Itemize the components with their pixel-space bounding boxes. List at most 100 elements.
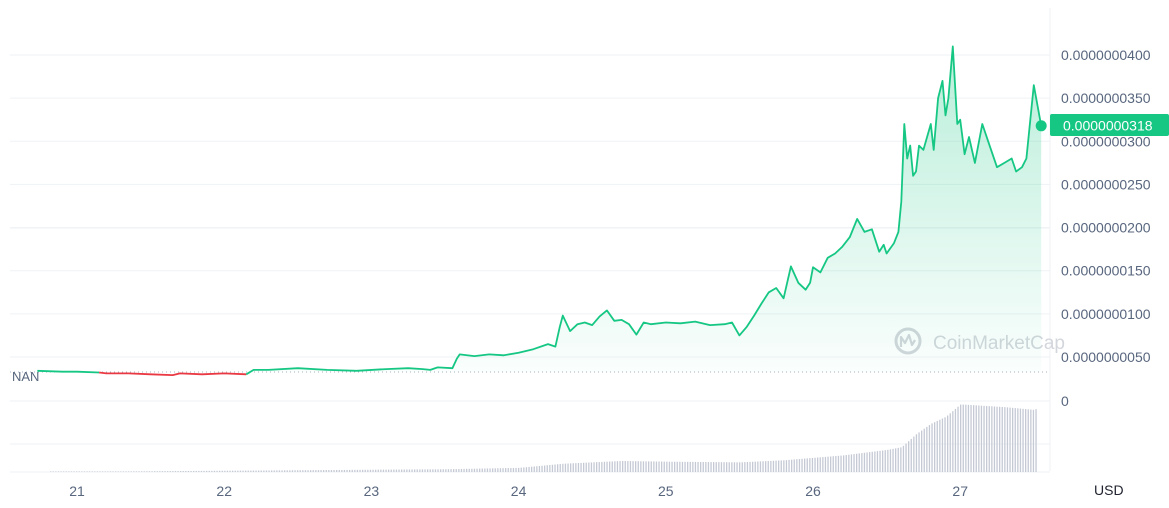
- volume-bar: [798, 459, 801, 472]
- volume-bar: [1014, 408, 1016, 472]
- volume-bar: [484, 468, 486, 472]
- volume-bar: [960, 404, 962, 472]
- volume-bar: [239, 470, 242, 472]
- volume-bar: [918, 432, 920, 472]
- volume-bar: [437, 469, 439, 472]
- volume-bar: [354, 469, 356, 472]
- volume-bar: [159, 471, 161, 472]
- volume-bar: [754, 461, 756, 472]
- y-tick-label: 0.0000000100: [1061, 306, 1151, 322]
- volume-bar: [806, 458, 808, 472]
- volume-bar: [351, 469, 353, 472]
- volume-bar: [783, 460, 785, 472]
- volume-bar: [601, 461, 603, 472]
- volume-bar: [406, 469, 408, 472]
- volume-bar: [710, 462, 712, 472]
- volume-bar: [648, 461, 650, 472]
- volume-bar: [1019, 408, 1022, 472]
- volume-bar: [684, 461, 686, 472]
- volume-bar: [674, 461, 676, 472]
- volume-bar: [494, 468, 496, 472]
- volume-bar: [94, 471, 96, 472]
- volume-bar: [819, 457, 821, 472]
- price-area: [37, 46, 1042, 373]
- volume-bar: [733, 462, 736, 472]
- volume-bar: [544, 465, 546, 472]
- volume-bar: [562, 463, 564, 472]
- volume-bar: [198, 470, 200, 472]
- volume-bar: [265, 470, 268, 472]
- volume-bar: [554, 464, 556, 472]
- volume-bar: [341, 469, 343, 472]
- volume-bar: [603, 461, 606, 472]
- volume-bar: [1022, 408, 1024, 472]
- volume-bar: [200, 470, 203, 472]
- volume-bar: [174, 471, 177, 472]
- volume-bar: [299, 470, 301, 472]
- volume-bar: [1025, 409, 1027, 472]
- volume-bar: [273, 470, 275, 472]
- volume-bar: [419, 469, 421, 472]
- volume-bar: [861, 453, 863, 472]
- volume-bar: [814, 457, 816, 472]
- volume-bar: [983, 405, 985, 472]
- volume-bar: [242, 470, 244, 472]
- volume-bar: [999, 406, 1001, 472]
- volume-bar: [830, 456, 832, 472]
- volume-bar: [263, 470, 265, 472]
- volume-bar: [702, 461, 704, 472]
- volume-bar: [767, 461, 769, 472]
- volume-bar: [546, 465, 548, 472]
- volume-bar: [416, 469, 418, 472]
- volume-bar: [169, 471, 171, 472]
- price-line-up-segment: [245, 45, 1043, 376]
- volume-bar: [1017, 408, 1019, 472]
- volume-bar: [466, 468, 468, 472]
- volume-bar: [978, 405, 980, 472]
- volume-bar: [161, 471, 164, 472]
- volume-bar: [671, 461, 673, 472]
- volume-bar: [616, 461, 619, 472]
- volume-bar: [941, 418, 944, 472]
- current-price-dot: [1035, 120, 1047, 132]
- volume-bar: [692, 461, 694, 472]
- volume-bar: [359, 469, 361, 472]
- volume-bar: [375, 469, 377, 472]
- volume-bar: [333, 469, 335, 472]
- volume-bar: [583, 462, 585, 472]
- volume-bar: [850, 454, 853, 472]
- y-tick-label: 0.0000000350: [1061, 90, 1151, 106]
- volume-bar: [512, 467, 515, 472]
- volume-bar: [367, 469, 369, 472]
- volume-bar: [1012, 407, 1014, 472]
- volume-bar: [973, 405, 975, 472]
- volume-bar: [320, 470, 322, 472]
- volume-bar: [593, 462, 595, 472]
- volume-bar: [343, 469, 346, 472]
- volume-bar: [395, 469, 398, 472]
- volume-bar: [83, 471, 86, 472]
- volume-bars: [50, 404, 1037, 472]
- volume-bar: [585, 462, 587, 472]
- volume-bar: [975, 405, 977, 472]
- volume-bar: [778, 460, 780, 472]
- volume-bar: [655, 461, 658, 472]
- volume-bar: [650, 461, 652, 472]
- volume-bar: [60, 471, 62, 472]
- volume-bar: [752, 461, 754, 472]
- volume-bar: [739, 462, 741, 472]
- volume-bar: [588, 462, 590, 472]
- volume-bar: [533, 466, 535, 472]
- volume-bar: [845, 455, 847, 472]
- volume-bar: [440, 469, 442, 472]
- volume-bar: [424, 469, 426, 472]
- volume-bar: [429, 469, 431, 472]
- volume-bar: [304, 470, 307, 472]
- volume-bar: [835, 456, 837, 472]
- volume-bar: [661, 461, 663, 472]
- volume-bar: [377, 469, 379, 472]
- volume-bar: [762, 461, 764, 472]
- volume-bar: [154, 471, 156, 472]
- volume-bar: [276, 470, 278, 472]
